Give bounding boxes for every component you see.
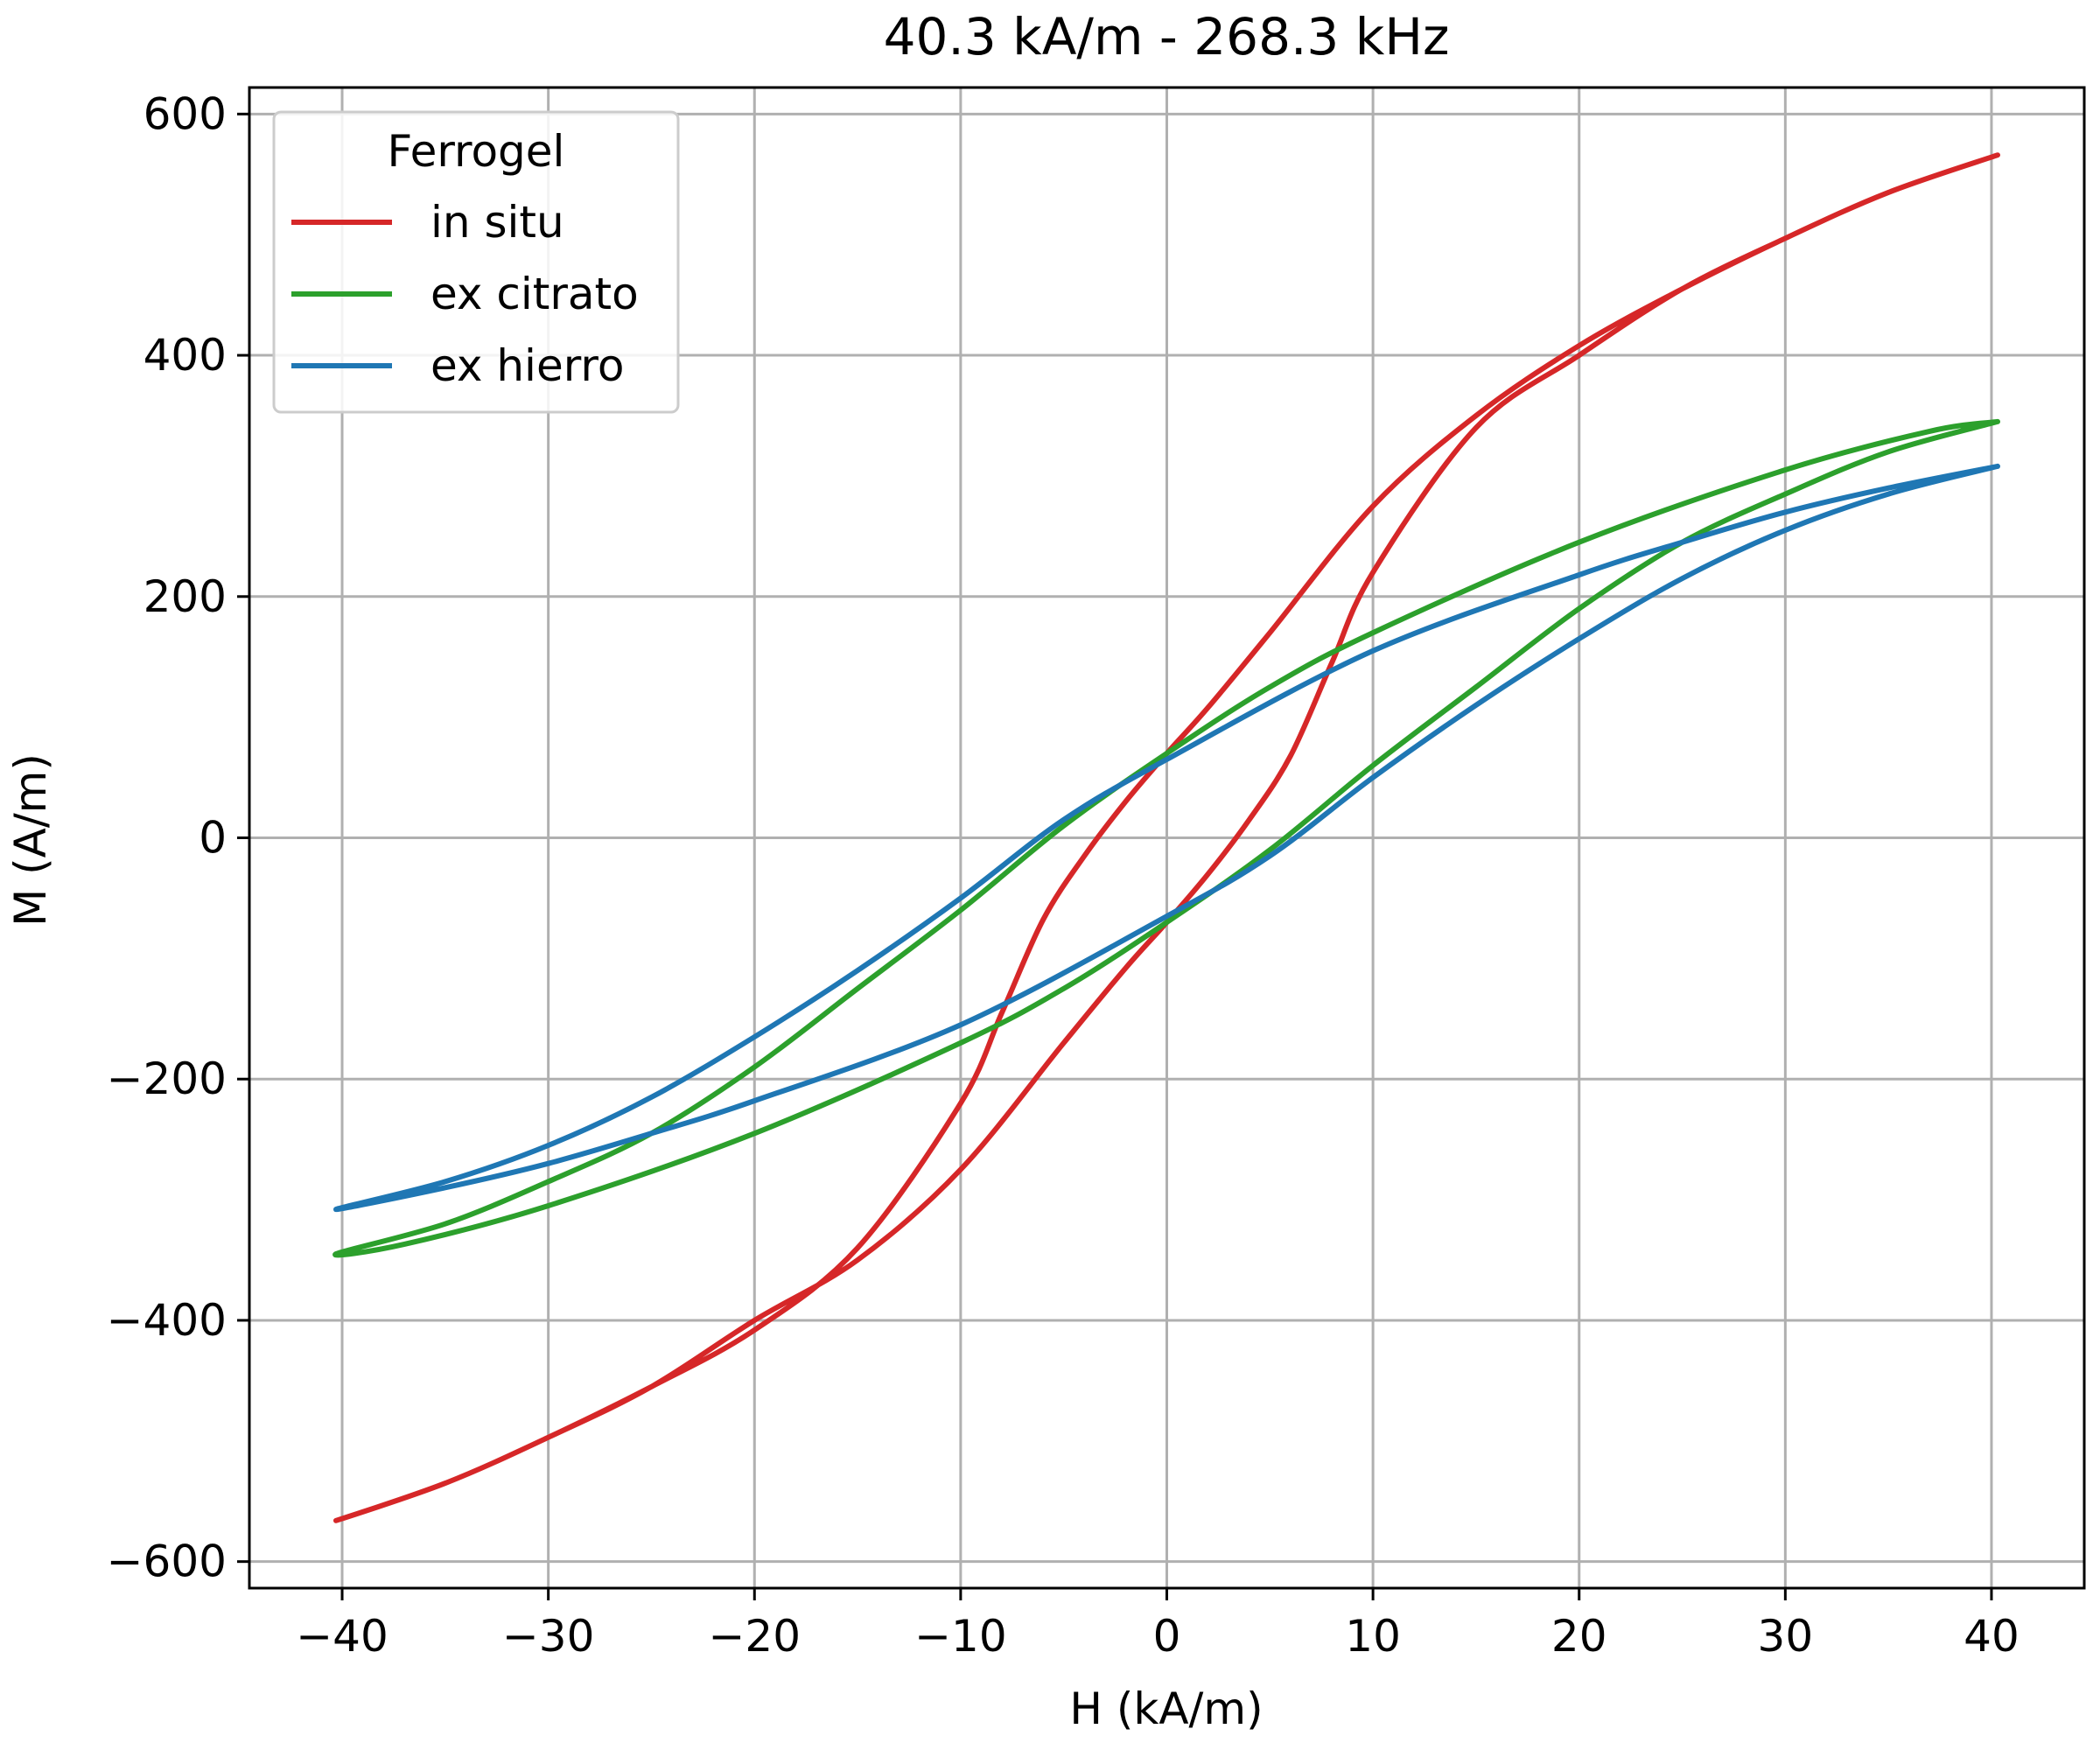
legend-label: ex hierro — [430, 340, 624, 391]
series-line-in-situ — [333, 152, 2000, 1523]
y-tick-label: 0 — [199, 813, 227, 864]
legend-items: in situ ex citrato ex hierro — [291, 197, 639, 391]
legend-label: ex citrato — [430, 269, 639, 319]
y-tick-label: −600 — [107, 1536, 227, 1587]
x-tick-label: 10 — [1345, 1611, 1401, 1662]
x-tick-label: −30 — [502, 1611, 595, 1662]
x-tick-label: −20 — [708, 1611, 801, 1662]
y-tick-label: −400 — [107, 1295, 227, 1346]
legend-title: Ferrogel — [388, 126, 565, 177]
y-tick-label: 200 — [144, 571, 227, 622]
series-line-ex-hierro — [333, 463, 2000, 1213]
x-tick-label: 0 — [1153, 1611, 1181, 1662]
x-tick-label: −10 — [914, 1611, 1007, 1662]
series-line-ex-citrato — [332, 418, 2000, 1258]
x-tick-label: −40 — [296, 1611, 388, 1662]
chart-title: 40.3 kA/m - 268.3 kHz — [884, 7, 1450, 66]
y-tick-label: 600 — [144, 88, 227, 139]
axis-ticks: −40 −30 −20 −10 0 10 20 30 40 −600 −400 −200 0 200 400… — [107, 88, 2020, 1662]
x-axis-label: H (kA/m) — [1069, 1684, 1263, 1734]
grid-lines — [249, 88, 2084, 1588]
y-tick-label: 400 — [144, 330, 227, 381]
legend-label: in situ — [430, 197, 564, 248]
x-tick-label: 40 — [1964, 1611, 2020, 1662]
x-tick-label: 30 — [1758, 1611, 1814, 1662]
legend-box — [272, 110, 680, 414]
y-tick-label: −200 — [107, 1054, 227, 1104]
series-lines — [332, 152, 2000, 1523]
x-tick-label: 20 — [1551, 1611, 1607, 1662]
y-axis-label: M (A/m) — [5, 753, 56, 927]
legend: Ferrogel in situ ex citrato ex hierro — [272, 110, 680, 414]
